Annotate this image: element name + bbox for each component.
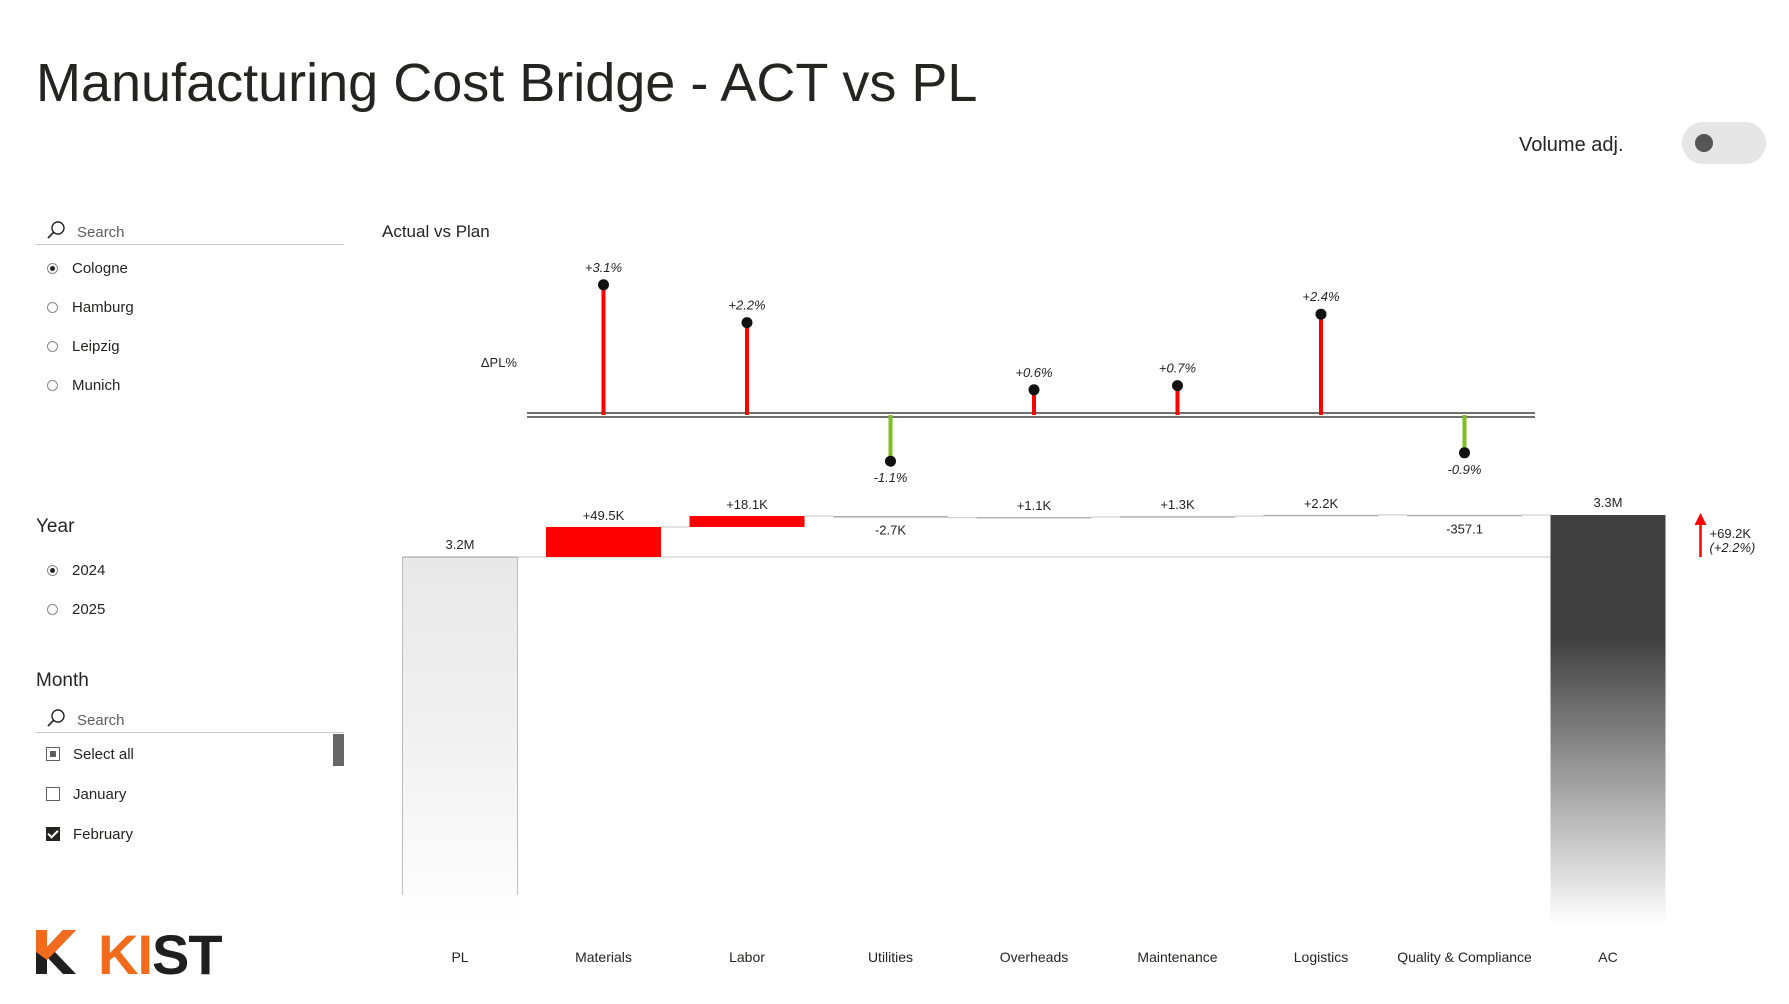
waterfall-bar-materials [546,526,661,557]
search-icon [47,709,65,727]
search-placeholder: Search [77,712,125,729]
location-option-hamburg[interactable]: Hamburg [36,292,134,322]
lollipop-label-materials: +3.1% [585,260,622,275]
year-option-2025[interactable]: 2025 [36,594,105,624]
total-delta-percent-label: (+2.2%) [1710,540,1756,555]
option-label: Leipzig [72,337,120,355]
kist-logo-mark-icon [36,930,76,974]
lollipop-dot-labor [741,317,753,329]
year-option-2024[interactable]: 2024 [36,555,105,585]
kist-logo: KIST [36,923,223,986]
lollipop-label-maintenance: +0.7% [1159,361,1196,376]
chart-title: Actual vs Plan [382,222,490,241]
waterfall-label-quality-compliance: -357.1 [1446,521,1483,536]
lollipop-label-overheads: +0.6% [1015,365,1052,380]
waterfall-label-ac: 3.3M [1594,495,1623,510]
category-label-maintenance: Maintenance [1137,949,1217,965]
month-option-february[interactable]: February [36,819,133,849]
month-slicer-title: Month [36,670,89,691]
kist-logo-text: KIST [98,923,223,986]
category-label-ac: AC [1598,949,1617,965]
location-option-cologne[interactable]: Cologne [36,253,128,283]
month-slicer-scrollbar[interactable] [333,734,344,766]
waterfall-label-materials: +49.5K [583,508,625,523]
radio [47,379,58,391]
location-option-leipzig[interactable]: Leipzig [36,331,120,361]
year-slicer-title: Year [36,516,75,537]
option-label: February [73,825,134,843]
category-label-overheads: Overheads [1000,949,1068,965]
waterfall-label-logistics: +2.2K [1304,496,1339,511]
option-label: Munich [72,376,121,394]
search-icon [47,221,65,239]
category-label-labor: Labor [729,949,765,965]
option-label: January [73,785,127,803]
waterfall-label-utilities: -2.7K [875,523,906,538]
month-option-january[interactable]: January [36,779,126,809]
lollipop-dot-quality-compliance [1459,447,1470,459]
radio [47,301,58,313]
page-title: Manufacturing Cost Bridge - ACT vs PL [36,53,978,113]
waterfall-label-overheads: +1.1K [1017,498,1052,513]
location-search-input[interactable]: Search [36,218,344,245]
checkbox-partial [46,747,60,761]
total-delta-arrow-head-icon [1694,513,1707,525]
search-placeholder: Search [77,224,125,241]
waterfall-bar-labor [689,515,805,527]
checkbox-checked [46,827,60,841]
checkbox [46,787,60,801]
radio [47,340,58,352]
waterfall-bar-ac [1550,515,1666,925]
toggle-knob [1695,134,1713,152]
lollipop-label-labor: +2.2% [728,298,765,313]
waterfall-label-pl: 3.2M [446,537,475,552]
lollipop-label-logistics: +2.4% [1302,289,1339,304]
month-option-select-all[interactable]: Select all [36,739,134,769]
volume-adj-toggle[interactable] [1682,122,1766,164]
lollipop-dot-maintenance [1172,380,1183,392]
lollipop-dot-materials [598,279,609,291]
option-label: Select all [73,745,134,763]
category-label-utilities: Utilities [868,949,913,965]
category-label-logistics: Logistics [1294,949,1348,965]
radio [47,603,58,615]
option-label: Hamburg [72,298,134,316]
option-label: Cologne [72,259,128,277]
total-delta-label: +69.2K [1710,526,1752,541]
lollipop-label-quality-compliance: -0.9% [1448,462,1482,477]
waterfall-bar-maintenance [1120,516,1235,518]
waterfall-bar-quality-compliance [1407,514,1522,517]
waterfall-label-labor: +18.1K [726,497,768,512]
option-label: 2025 [72,600,106,618]
waterfall-bar-utilities [833,515,948,518]
location-option-munich[interactable]: Munich [36,370,120,400]
radio-selected [47,564,58,576]
radio-selected [47,262,58,274]
waterfall-label-maintenance: +1.3K [1160,497,1195,512]
category-label-materials: Materials [575,949,632,965]
waterfall-bar-overheads [976,516,1092,519]
waterfall-bar-pl [402,557,518,925]
lollipop-dot-overheads [1028,384,1040,396]
category-label-pl: PL [451,949,468,965]
waterfall-bar-logistics [1263,514,1379,517]
lollipop-dot-logistics [1315,308,1327,320]
lollipop-label-utilities: -1.1% [874,470,908,485]
volume-adj-label: Volume adj. [1519,134,1624,156]
lollipop-dot-utilities [885,455,896,467]
delta-pl-axis-label: ΔPL% [481,355,518,370]
option-label: 2024 [72,561,106,579]
month-search-input[interactable]: Search [36,706,344,733]
category-label-quality-compliance: Quality & Compliance [1397,949,1532,965]
